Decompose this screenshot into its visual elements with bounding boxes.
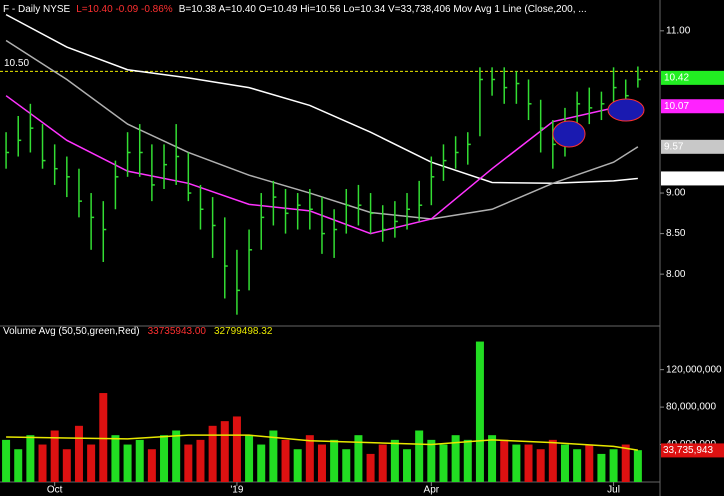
volume-legend-part: Volume Avg (50,50,green,Red)	[3, 326, 140, 337]
volume-bar	[524, 444, 533, 482]
volume-bar	[74, 425, 83, 482]
volume-bar	[245, 435, 254, 482]
volume-bar	[208, 425, 217, 482]
value-box	[661, 171, 724, 186]
volume-bar	[232, 416, 241, 482]
value-label: 9.18	[664, 173, 684, 184]
volume-bar	[257, 444, 266, 482]
volume-bar	[184, 444, 193, 482]
volume-bar	[99, 393, 108, 482]
header: F - Daily NYSE L=10.40 -0.09 -0.86% B=10.3…	[3, 4, 587, 15]
value-box	[661, 70, 724, 85]
reference-label: 10.50	[4, 58, 29, 69]
volume-bar	[2, 439, 11, 482]
volume-bar	[512, 444, 521, 482]
volume-bar	[633, 450, 642, 482]
value-box	[661, 139, 724, 154]
volume-legend: Volume Avg (50,50,green,Red) 33735943.00 3…	[3, 326, 273, 337]
volume-legend-part: 33735943.00	[148, 326, 207, 337]
volume-bar	[305, 435, 314, 482]
volume-bar	[427, 439, 436, 482]
volume-bar	[354, 435, 363, 482]
volume-bar	[87, 444, 96, 482]
value-box	[661, 99, 724, 114]
volume-bar	[38, 444, 47, 482]
volume-bar	[135, 439, 144, 482]
moving-average	[5, 39, 639, 220]
volume-bar	[196, 439, 205, 482]
y-tick-label: 80,000,000	[666, 402, 716, 413]
volume-bar	[26, 435, 35, 482]
volume-bar	[573, 449, 582, 482]
volume-bar	[609, 449, 618, 482]
y-tick-label: 9.00	[666, 188, 686, 199]
moving-average	[5, 95, 638, 235]
header-part: B=10.38 A=10.40 O=10.49 Hi=10.56 Lo=10.3…	[179, 4, 587, 15]
volume-bar	[390, 439, 399, 482]
volume-bar	[415, 430, 424, 482]
volume-bar	[293, 449, 302, 482]
value-label: 9.57	[664, 141, 684, 152]
volume-bar	[463, 439, 472, 482]
volume-bar	[475, 341, 484, 482]
volume-bar	[536, 449, 545, 482]
volume-bar	[585, 444, 594, 482]
volume-legend-part: 32799498.32	[214, 326, 273, 337]
annotation-ellipse	[552, 120, 586, 148]
value-label: 10.07	[664, 101, 689, 112]
volume-bar	[597, 453, 606, 482]
volume-bar	[62, 449, 71, 482]
volume-bar	[160, 435, 169, 482]
x-tick-label: Apr	[424, 485, 440, 496]
volume-bar	[342, 449, 351, 482]
volume-bar	[330, 439, 339, 482]
volume-bar	[50, 430, 59, 482]
annotation-ellipse	[607, 98, 645, 122]
x-tick-label: Oct	[47, 485, 63, 496]
volume-bar	[451, 435, 460, 482]
x-tick-label: '19	[230, 485, 243, 496]
value-label: 10.42	[664, 73, 689, 84]
volume-bar	[269, 430, 278, 482]
volume-bar	[378, 444, 387, 482]
value-label: 33,735,943	[663, 445, 713, 456]
volume-bar	[488, 435, 497, 482]
volume-bar	[111, 435, 120, 482]
volume-bar	[172, 430, 181, 482]
volume-bar	[403, 449, 412, 482]
y-tick-label: 11.00	[666, 25, 691, 36]
volume-average	[6, 434, 638, 451]
y-tick-label: 8.50	[666, 228, 686, 239]
volume-bar	[621, 444, 630, 482]
volume-bar	[123, 444, 132, 482]
moving-average	[5, 13, 638, 185]
value-box	[661, 443, 724, 458]
volume-bar	[500, 439, 509, 482]
y-tick-label: 120,000,000	[666, 364, 722, 375]
volume-bar	[548, 439, 557, 482]
volume-bar	[220, 421, 229, 482]
volume-bar	[317, 444, 326, 482]
volume-bar	[147, 449, 156, 482]
volume-bar	[366, 453, 375, 482]
volume-bar	[281, 439, 290, 482]
volume-bar	[14, 449, 23, 482]
y-tick-label: 8.00	[666, 269, 686, 280]
header-part: L=10.40 -0.09 -0.86%	[76, 4, 173, 15]
x-tick-label: Jul	[607, 485, 620, 496]
volume-bar	[560, 444, 569, 482]
volume-bar	[439, 444, 448, 482]
header-part: F - Daily NYSE	[3, 4, 71, 15]
